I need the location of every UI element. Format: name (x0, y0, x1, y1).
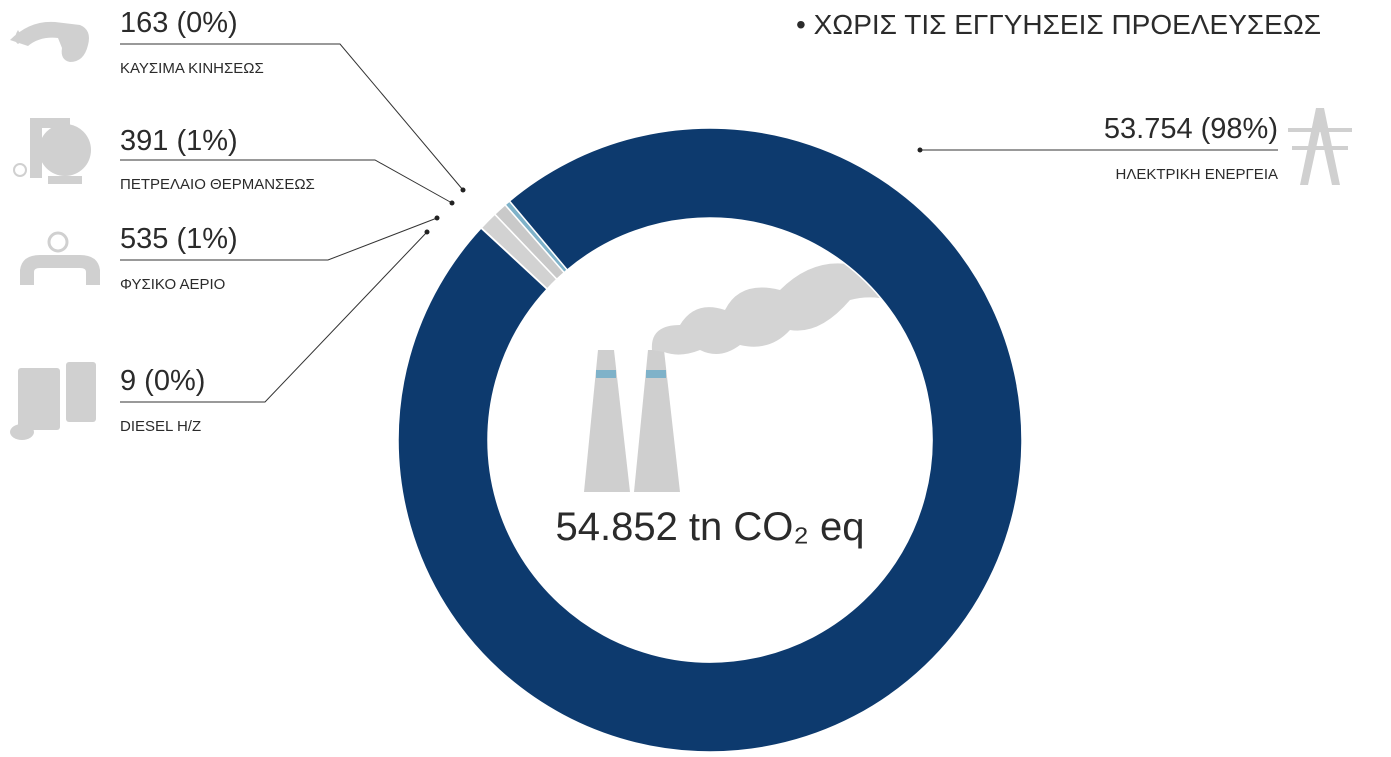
boiler-pipe-top (30, 118, 70, 128)
boiler-valve (13, 163, 27, 177)
boiler-icon (39, 124, 91, 176)
value-label: 391 (1%) (120, 125, 238, 157)
category-label: ΠΕΤΡΕΛΑΙΟ ΘΕΡΜΑΝΣΕΩΣ (120, 176, 315, 193)
icons (10, 21, 1352, 492)
leaders (120, 43, 1278, 403)
donut (397, 127, 1023, 753)
fuel-drop (15, 30, 21, 44)
leader-dot (449, 200, 455, 206)
category-label: ΚΑΥΣΙΜΑ ΚΙΝΗΣΕΩΣ (120, 60, 264, 77)
tank-icon-2 (66, 362, 96, 422)
pylon-arm (1288, 128, 1352, 132)
leader-dot (424, 229, 430, 235)
tank-icon (18, 368, 60, 430)
boiler-pipe (30, 118, 42, 178)
leader-line (120, 231, 428, 403)
subtitle: • ΧΩΡΙΣ ΤΙΣ ΕΓΓΥΗΣΕΙΣ ΠΡΟΕΛΕΥΣΕΩΣ (796, 9, 1321, 40)
smoke (651, 263, 908, 355)
chimney-stripe (596, 370, 616, 378)
donut-segment (480, 213, 558, 291)
leader-dot (460, 187, 466, 193)
value-label: 163 (0%) (120, 7, 238, 39)
value-label: 9 (0%) (120, 365, 205, 397)
boiler-base (48, 176, 82, 184)
leader-dot (917, 147, 923, 153)
donut-segment (493, 203, 566, 281)
leader-line (120, 217, 438, 261)
pylon-arm-2 (1292, 146, 1348, 150)
leader-line (120, 43, 464, 191)
fuel-icon (10, 21, 89, 62)
gas-valve (47, 231, 69, 253)
leader-dot (434, 215, 440, 221)
value-label: 535 (1%) (120, 223, 238, 255)
tank-drop (10, 424, 34, 440)
donut-segment (397, 127, 1023, 753)
category-label: DIESEL H/Z (120, 418, 201, 435)
chimney (634, 350, 680, 492)
chimney (584, 350, 630, 492)
pylon-icon (1300, 108, 1340, 185)
value-label: 53.754 (98%) (1104, 113, 1278, 145)
center-label: 54.852 tn CO₂ eq (555, 505, 864, 549)
category-label: ΦΥΣΙΚΟ ΑΕΡΙΟ (120, 276, 225, 293)
gas-icon (20, 255, 100, 285)
leader-line (120, 159, 453, 204)
category-label: ΗΛΕΚΤΡΙΚΗ ΕΝΕΡΓΕΙΑ (1116, 166, 1279, 183)
chimney-stripe (646, 370, 666, 378)
